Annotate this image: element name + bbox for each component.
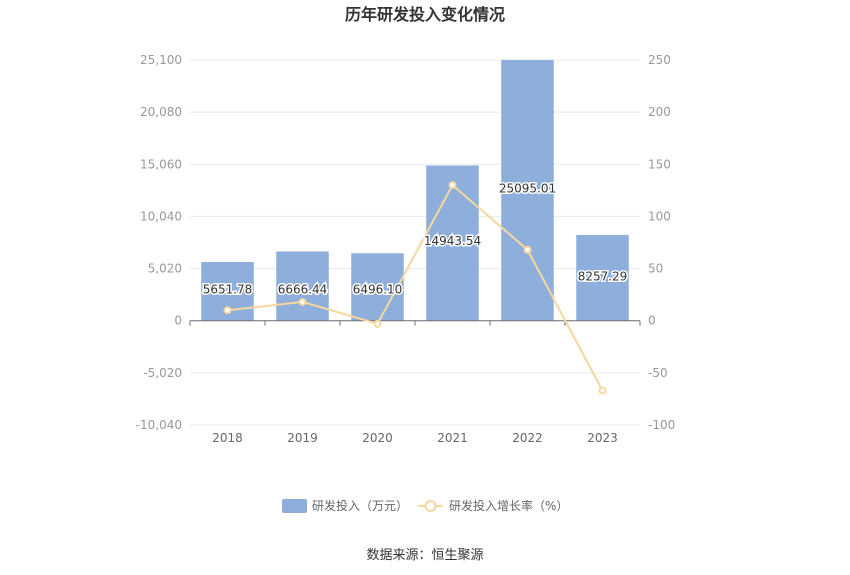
bar bbox=[351, 253, 404, 321]
x-tick-label: 2019 bbox=[287, 431, 318, 445]
grid-lines bbox=[190, 59, 640, 426]
bar-value-label: 6666.44 bbox=[278, 283, 328, 297]
y-left-tick-label: 10,040 bbox=[140, 209, 182, 223]
line-point bbox=[598, 386, 607, 395]
bar-data-labels: 5651.78 6666.44 6496.10 14943.54 25095.01 825… bbox=[201, 180, 629, 298]
y-axis-left: 25,100 20,080 15,060 10,040 5,020 0 -5,020 -10,… bbox=[136, 53, 182, 432]
y-left-tick-label: 20,080 bbox=[140, 105, 182, 119]
bar bbox=[426, 165, 479, 321]
line-point bbox=[298, 297, 307, 306]
legend-line-label: 研发投入增长率（%） bbox=[449, 498, 568, 513]
legend-item-bar[interactable]: 研发投入（万元） bbox=[282, 498, 408, 513]
y-right-tick-label: 150 bbox=[648, 157, 671, 171]
bar bbox=[276, 251, 329, 321]
y-right-tick-label: 0 bbox=[648, 314, 656, 328]
y-left-tick-label: -10,040 bbox=[136, 418, 182, 432]
y-left-tick-label: 25,100 bbox=[140, 53, 182, 67]
chart-title: 历年研发投入变化情况 bbox=[345, 5, 505, 24]
x-axis-ticks: 2018 2019 2020 2021 2022 2023 bbox=[189, 320, 641, 445]
y-right-tick-label: -50 bbox=[648, 366, 668, 380]
growth-line bbox=[227, 183, 604, 392]
source-note: 数据来源：恒生聚源 bbox=[366, 548, 483, 563]
x-tick-label: 2021 bbox=[437, 431, 468, 445]
legend-bar-swatch bbox=[282, 499, 307, 513]
bar bbox=[576, 234, 629, 321]
x-tick-label: 2020 bbox=[362, 431, 393, 445]
y-right-tick-label: 100 bbox=[648, 209, 671, 223]
bar-value-label: 25095.01 bbox=[499, 181, 556, 195]
y-right-tick-label: -100 bbox=[648, 418, 675, 432]
y-left-tick-label: 15,060 bbox=[140, 157, 182, 171]
bar-value-label: 8257.29 bbox=[578, 270, 628, 284]
line-point bbox=[523, 245, 532, 254]
x-tick-label: 2022 bbox=[512, 431, 543, 445]
y-right-tick-label: 50 bbox=[648, 262, 663, 276]
y-right-tick-label: 250 bbox=[648, 53, 671, 67]
bar-value-label: 6496.10 bbox=[353, 283, 403, 297]
legend-line-marker bbox=[424, 500, 437, 512]
legend: 研发投入（万元） 研发投入增长率（%） bbox=[282, 498, 568, 513]
x-tick-label: 2018 bbox=[212, 431, 243, 445]
x-tick-label: 2023 bbox=[587, 431, 618, 445]
legend-item-line[interactable]: 研发投入增长率（%） bbox=[418, 498, 568, 513]
line-series bbox=[223, 181, 607, 395]
bar-value-label: 5651.78 bbox=[203, 283, 253, 297]
bar-series bbox=[201, 60, 629, 321]
bar-value-label: 14943.54 bbox=[424, 234, 481, 248]
line-point bbox=[373, 319, 382, 328]
line-point bbox=[448, 181, 457, 190]
y-right-tick-label: 200 bbox=[648, 105, 671, 119]
line-point bbox=[223, 306, 232, 315]
y-left-tick-label: 5,020 bbox=[148, 262, 182, 276]
y-axis-right: 250 200 150 100 50 0 -50 -100 bbox=[648, 53, 675, 432]
y-left-tick-label: 0 bbox=[174, 314, 182, 328]
y-left-tick-label: -5,020 bbox=[143, 366, 182, 380]
legend-bar-label: 研发投入（万元） bbox=[312, 498, 408, 513]
bar bbox=[501, 60, 554, 321]
